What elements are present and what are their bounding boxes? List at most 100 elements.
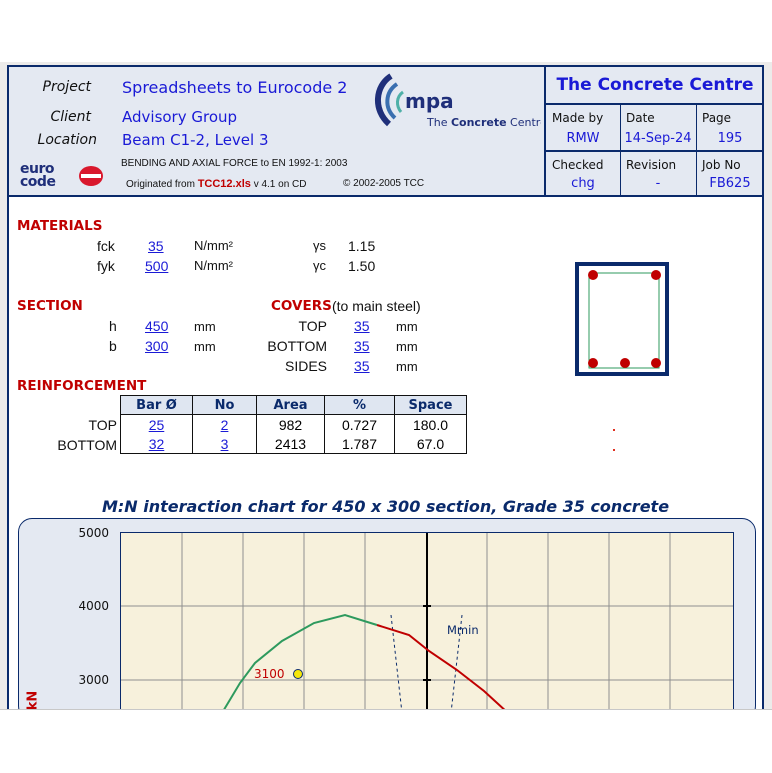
- made-by-label: Made by: [552, 111, 604, 125]
- reo-row-label-top: TOP: [88, 417, 117, 433]
- col-no: No: [192, 395, 257, 415]
- col-bar-dia: Bar Ø: [120, 395, 193, 415]
- title-block-row-1: Made by RMW Date 14-Sep-24 Page 195: [546, 105, 764, 152]
- made-by-cell: Made by RMW: [546, 105, 621, 150]
- originated-prefix: Originated from: [126, 179, 195, 190]
- checked-cell: Checked chg: [546, 152, 621, 195]
- section-heading: SECTION: [17, 298, 83, 314]
- covers-heading: COVERS: [271, 298, 332, 314]
- sheet-header: Project Spreadsheets to Eurocode 2 Clien…: [9, 67, 764, 197]
- y-tick-3000: 3000: [78, 673, 109, 687]
- made-by-value[interactable]: RMW: [566, 131, 600, 146]
- top-area: 982: [256, 414, 325, 434]
- gamma-s-label: γs: [313, 238, 326, 253]
- bottom-no-input[interactable]: 3: [220, 435, 229, 452]
- checked-label: Checked: [552, 158, 604, 172]
- h-unit: mm: [194, 319, 216, 334]
- cover-top-label: TOP: [298, 318, 327, 334]
- copyright: © 2002-2005 TCC: [343, 178, 425, 189]
- y-tick-4000: 4000: [78, 599, 109, 613]
- location-value[interactable]: Beam C1-2, Level 3: [122, 131, 269, 149]
- col-pct: %: [324, 395, 395, 415]
- y-tick-5000: 5000: [78, 526, 109, 540]
- project-value[interactable]: Spreadsheets to Eurocode 2: [122, 78, 348, 97]
- cover-top-unit: mm: [396, 319, 418, 334]
- marker-dot: [613, 429, 615, 431]
- svg-text:euro: euro: [20, 161, 55, 177]
- fck-label: fck: [97, 238, 115, 254]
- svg-text:code: code: [20, 174, 55, 187]
- client-value[interactable]: Advisory Group: [122, 108, 238, 126]
- point-label: 3100: [254, 667, 285, 681]
- originated-file: TCC12.xls: [197, 178, 251, 190]
- b-label: b: [109, 338, 117, 354]
- cover-sides-label: SIDES: [284, 358, 327, 374]
- page-cell: Page 195: [696, 105, 764, 150]
- cover-top-input[interactable]: 35: [354, 318, 370, 334]
- cover-sides-unit: mm: [396, 359, 418, 374]
- revision-cell: Revision -: [620, 152, 697, 195]
- date-cell: Date 14-Sep-24: [620, 105, 697, 150]
- covers-subtitle: (to main steel): [332, 298, 421, 314]
- reinforcement-table: Bar Ø No Area % Space 25 2 982 0.727 180…: [120, 395, 467, 454]
- title-block-row-2: Checked chg Revision - Job No FB625: [546, 152, 764, 195]
- marker-dot: [613, 449, 615, 451]
- table-row: 25 2 982 0.727 180.0: [120, 414, 467, 434]
- materials-heading: MATERIALS: [17, 218, 103, 234]
- fck-unit: N/mm²: [194, 238, 233, 253]
- cover-bottom-input[interactable]: 35: [354, 338, 370, 354]
- b-unit: mm: [194, 339, 216, 354]
- gamma-s-value: 1.15: [348, 238, 376, 254]
- calculation-sheet: Project Spreadsheets to Eurocode 2 Clien…: [7, 65, 764, 720]
- job-label: Job No: [702, 158, 741, 172]
- bottom-space: 67.0: [394, 434, 467, 454]
- reinforcement-heading: REINFORCEMENT: [17, 378, 147, 394]
- bottom-area: 2413: [256, 434, 325, 454]
- eurocode-logo: euro code: [20, 161, 106, 190]
- cover-sides-input[interactable]: 35: [354, 358, 370, 374]
- client-label: Client: [50, 109, 91, 125]
- viewport-cutoff: [0, 709, 772, 773]
- revision-value[interactable]: -: [655, 176, 661, 191]
- job-cell: Job No FB625: [696, 152, 764, 195]
- org-title: The Concrete Centre: [546, 67, 764, 105]
- fyk-input[interactable]: 500: [145, 258, 169, 274]
- reo-row-label-bottom: BOTTOM: [57, 437, 117, 453]
- location-label: Location: [37, 132, 97, 148]
- col-area: Area: [256, 395, 325, 415]
- page-value[interactable]: 195: [717, 131, 743, 146]
- title-block: The Concrete Centre Made by RMW Date 14-…: [544, 67, 764, 195]
- originated-suffix: v 4.1 on CD: [253, 179, 307, 190]
- date-value[interactable]: 14-Sep-24: [624, 131, 692, 146]
- b-input[interactable]: 300: [145, 338, 169, 354]
- originated-line: Originated from TCC12.xls v 4.1 on CD: [126, 178, 307, 190]
- gamma-c-label: γc: [313, 258, 326, 273]
- h-label: h: [109, 318, 117, 334]
- table-row: 32 3 2413 1.787 67.0: [120, 434, 467, 454]
- mpa-logo: mpa The Concrete Centre: [371, 72, 547, 130]
- svg-text:The Concrete Centre: The Concrete Centre: [426, 116, 541, 129]
- table-header-row: Bar Ø No Area % Space: [120, 395, 467, 415]
- cover-bottom-unit: mm: [396, 339, 418, 354]
- svg-text:mpa: mpa: [405, 89, 454, 113]
- section-diagram: [575, 262, 669, 376]
- gamma-c-value: 1.50: [348, 258, 376, 274]
- top-space: 180.0: [394, 414, 467, 434]
- fck-input[interactable]: 35: [148, 238, 164, 254]
- col-space: Space: [394, 395, 467, 415]
- chart-plot-area: Mmin 3100: [120, 532, 734, 713]
- cover-bottom-label: BOTTOM: [267, 338, 327, 354]
- chart-title: M:N interaction chart for 450 x 300 sect…: [101, 497, 670, 516]
- bottom-pct: 1.787: [324, 434, 395, 454]
- project-label: Project: [42, 79, 91, 95]
- revision-label: Revision: [626, 158, 677, 172]
- fyk-unit: N/mm²: [194, 258, 233, 273]
- bottom-bar-input[interactable]: 32: [148, 435, 165, 452]
- checked-value[interactable]: chg: [571, 176, 595, 191]
- fyk-label: fyk: [97, 258, 115, 274]
- page-label: Page: [702, 111, 732, 125]
- h-input[interactable]: 450: [145, 318, 169, 334]
- job-value[interactable]: FB625: [709, 176, 751, 191]
- top-no-input[interactable]: 2: [220, 416, 229, 433]
- top-bar-input[interactable]: 25: [148, 416, 165, 433]
